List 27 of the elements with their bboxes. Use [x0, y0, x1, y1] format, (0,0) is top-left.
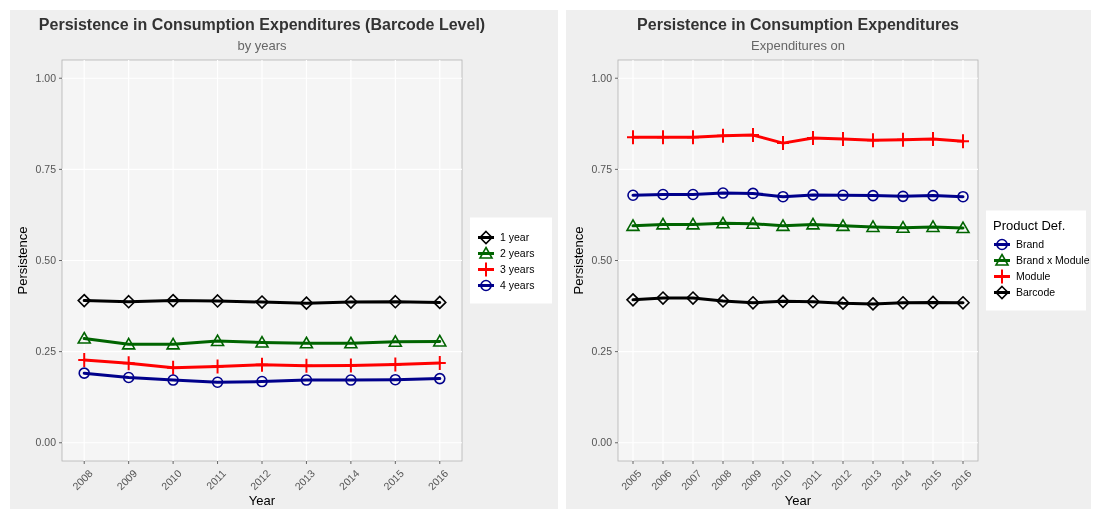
y-axis-title: Persistence: [571, 226, 586, 295]
y-tick-label: 0.75: [591, 163, 613, 176]
legend-label: 2 years: [500, 247, 535, 260]
chart-title: Persistence in Consumption Expenditures: [637, 16, 960, 33]
y-axis-title: Persistence: [15, 226, 30, 295]
y-tick-label: 0.00: [35, 436, 57, 449]
legend-label: Module: [1016, 270, 1051, 283]
chart-title: Persistence in Consumption Expenditures (Barcode Level): [38, 16, 486, 33]
legend-label: Barcode: [1016, 286, 1056, 299]
y-tick-label: 0.00: [591, 436, 613, 449]
y-tick-label: 0.25: [35, 345, 57, 358]
legend-label: Brand: [1016, 238, 1045, 251]
legend-label: Brand x Module: [1016, 254, 1090, 267]
legend-title: Product Def.: [993, 217, 1066, 233]
y-tick-label: 0.50: [35, 254, 57, 267]
x-axis-title: Year: [248, 493, 276, 508]
chart-subtitle: by years: [237, 38, 288, 53]
x-axis-title: Year: [784, 493, 812, 508]
chart-subtitle: Expenditures on: [751, 38, 845, 53]
y-tick-label: 1.00: [35, 71, 57, 84]
y-tick-label: 0.50: [591, 254, 613, 267]
y-tick-label: 0.25: [591, 345, 613, 358]
legend-label: 4 years: [500, 279, 535, 292]
legend-label: 1 year: [500, 231, 530, 244]
legend-label: 3 years: [500, 263, 535, 276]
y-tick-label: 1.00: [591, 71, 613, 84]
y-tick-label: 0.75: [35, 163, 57, 176]
